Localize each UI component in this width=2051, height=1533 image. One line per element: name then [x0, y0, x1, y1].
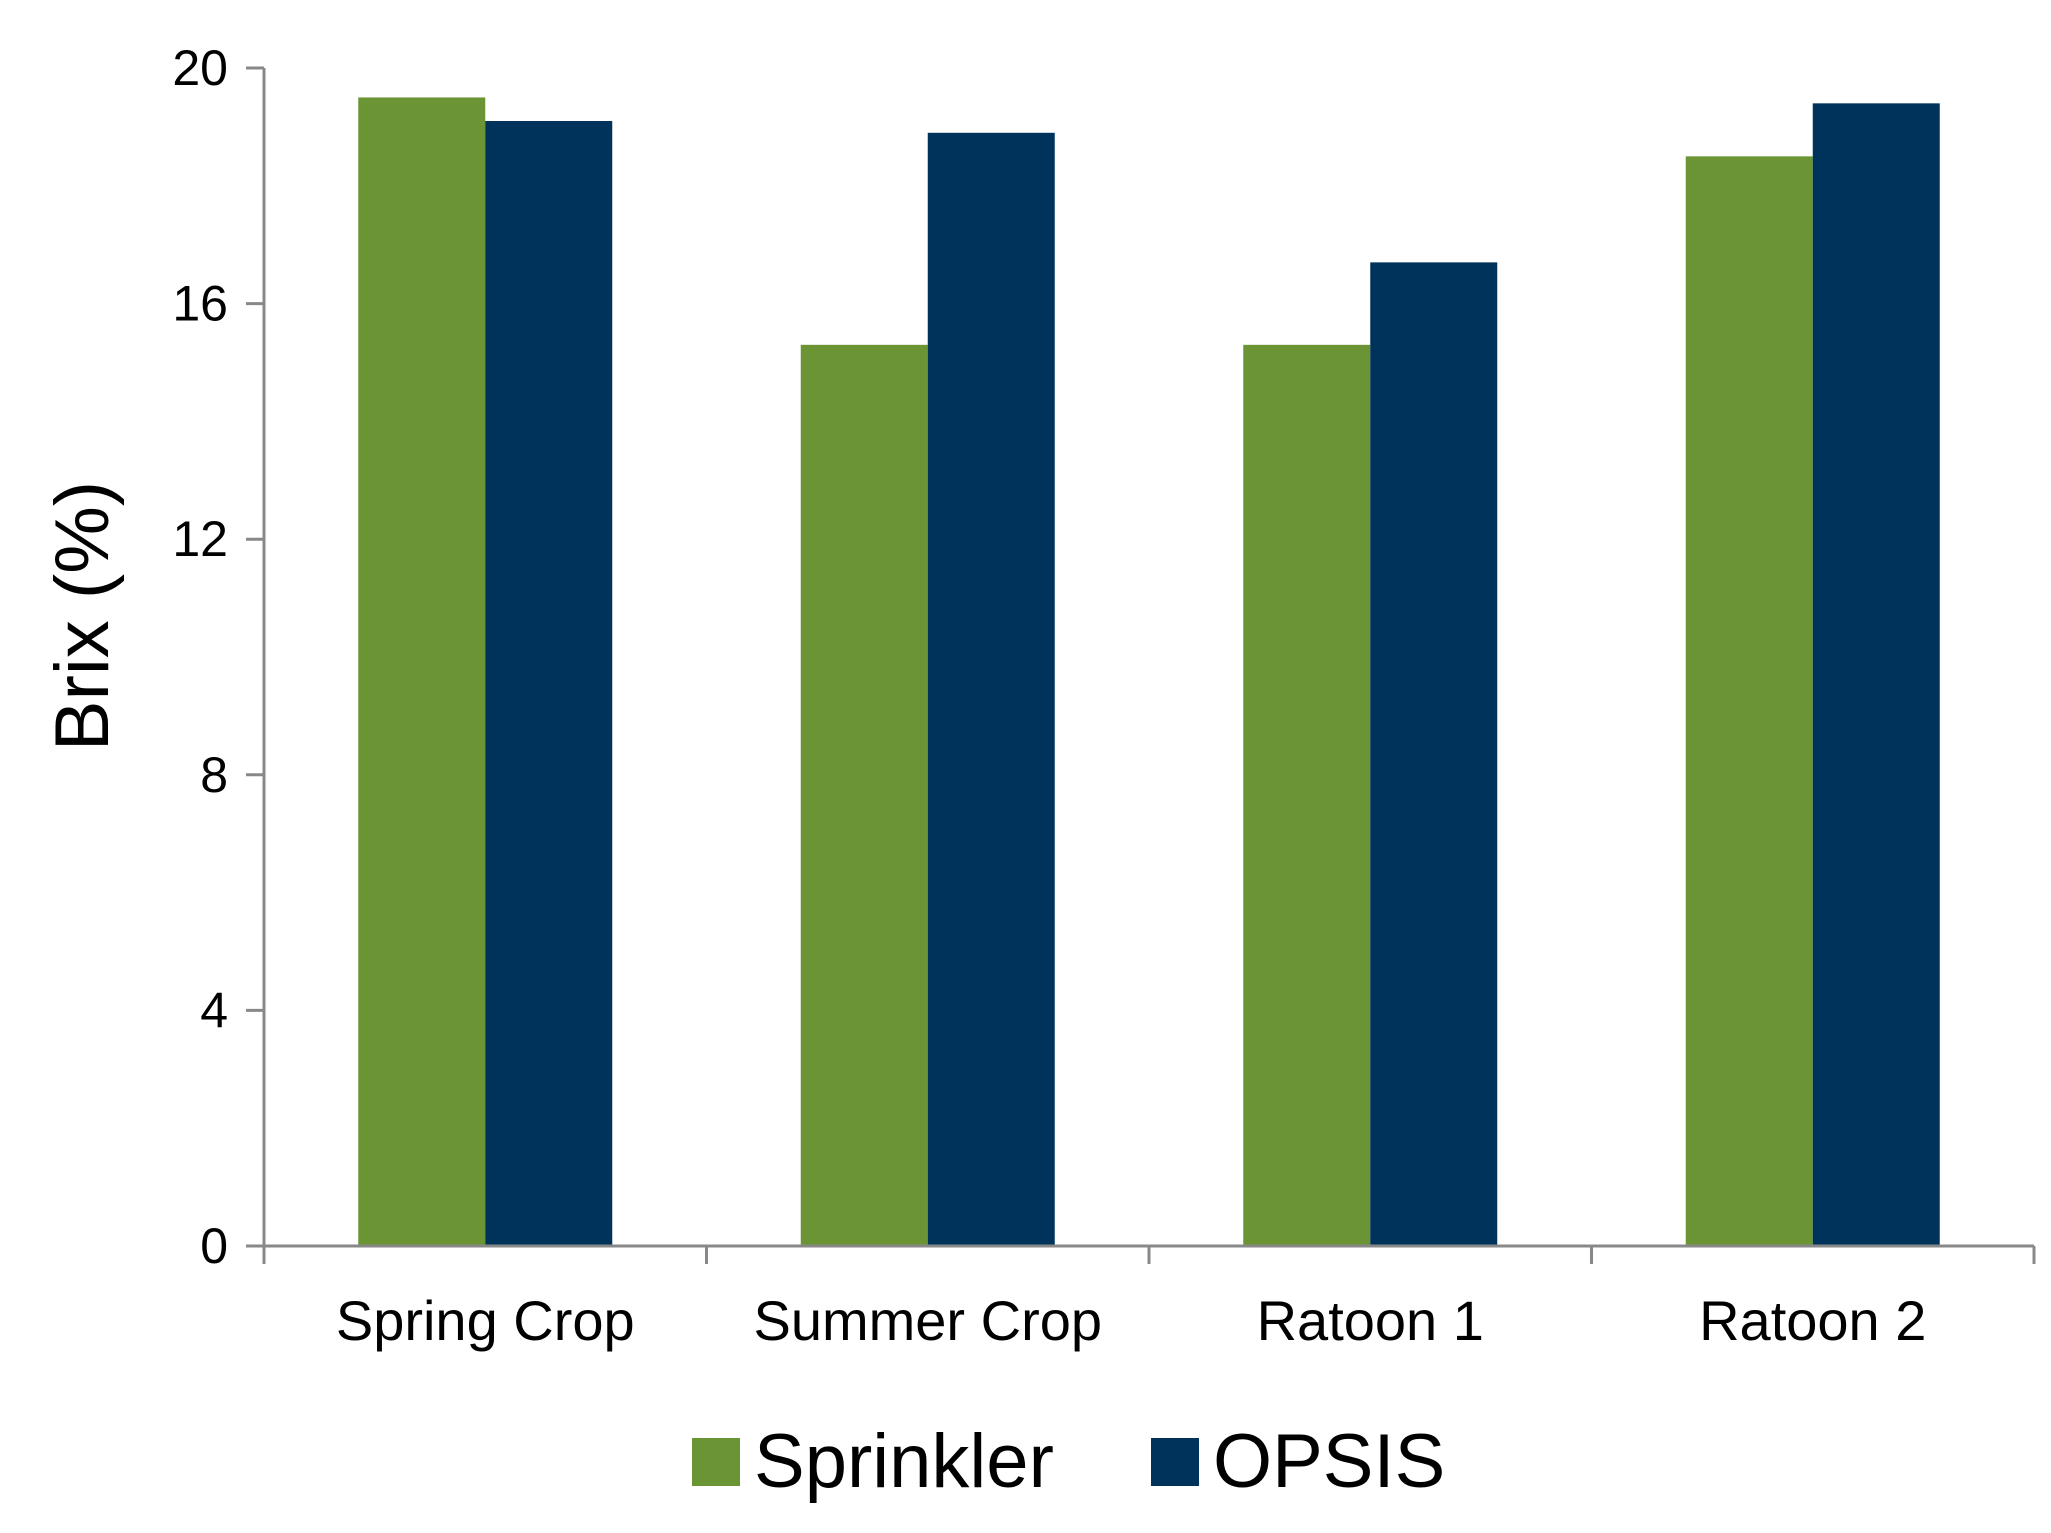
axes-group: 0 4 8 12 16 20 Spring Crop Summer Crop Ratoon 1 R… — [172, 40, 2036, 1352]
x-category-label: Ratoon 2 — [1699, 1289, 1926, 1352]
legend: Sprinkler OPSIS — [692, 1419, 1445, 1504]
y-tick-label: 16 — [172, 276, 228, 332]
legend-label-opsis: OPSIS — [1213, 1419, 1445, 1504]
x-category-label: Summer Crop — [753, 1289, 1102, 1352]
y-tick-label: 20 — [172, 40, 228, 96]
y-tick-label: 4 — [200, 982, 228, 1038]
x-category-label: Spring Crop — [336, 1289, 635, 1352]
y-tick-label: 12 — [172, 511, 228, 567]
bar-sprinkler-spring-crop — [358, 97, 486, 1247]
y-axis-title: Brix (%) — [40, 481, 125, 751]
bar-sprinkler-ratoon-1 — [1243, 344, 1371, 1247]
legend-swatch-sprinkler — [692, 1438, 740, 1486]
bar-sprinkler-ratoon-2 — [1685, 156, 1813, 1247]
bars-group — [358, 97, 1940, 1247]
bar-opsis-spring-crop — [485, 121, 613, 1246]
x-category-label: Ratoon 1 — [1257, 1289, 1484, 1352]
y-tick-label: 0 — [200, 1218, 228, 1274]
legend-swatch-opsis — [1151, 1438, 1199, 1486]
bar-opsis-ratoon-1 — [1370, 262, 1498, 1246]
bar-sprinkler-summer-crop — [800, 344, 928, 1247]
bar-opsis-summer-crop — [927, 132, 1055, 1246]
bar-opsis-ratoon-2 — [1812, 103, 1940, 1247]
y-tick-label: 8 — [200, 747, 228, 803]
legend-label-sprinkler: Sprinkler — [754, 1419, 1054, 1504]
